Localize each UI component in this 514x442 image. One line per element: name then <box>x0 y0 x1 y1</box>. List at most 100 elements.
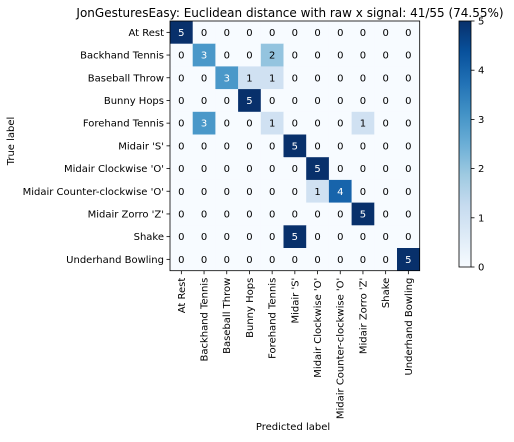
matrix-cell <box>238 111 262 135</box>
cell-value-label: 0 <box>178 187 184 198</box>
matrix-cell <box>192 111 216 135</box>
cell-value-label: 5 <box>292 141 298 152</box>
cell-value-label: 0 <box>246 164 252 175</box>
matrix-cell <box>397 89 420 113</box>
cell-value-label: 0 <box>178 73 184 84</box>
matrix-cell <box>260 179 284 203</box>
matrix-cell <box>170 179 193 203</box>
matrix-cell <box>170 248 193 271</box>
cell-value-label: 0 <box>292 187 298 198</box>
matrix-cell <box>351 43 375 67</box>
cell-value-label: 0 <box>314 119 320 130</box>
cell-value-label: 0 <box>246 51 252 62</box>
matrix-plot-area: 5 0 0 0 0 0 0 0 0 0 0 0 3 0 0 2 0 0 0 0 0 0 0 0 3 1 1 0 0 0 0 0 0 0 0 0 5 0 0 0… <box>23 20 421 419</box>
colorbar-tick-label: 3 <box>478 115 484 126</box>
matrix-cell <box>215 157 239 181</box>
cell-value-label: 0 <box>224 96 230 107</box>
matrix-cell <box>238 225 262 249</box>
cell-value-label: 0 <box>201 96 207 107</box>
matrix-cell <box>238 134 262 158</box>
matrix-cell <box>215 248 239 271</box>
colorbar-tick-label: 5 <box>478 17 484 28</box>
cell-value-label: 0 <box>224 209 230 220</box>
matrix-cell <box>374 21 398 44</box>
matrix-cell <box>328 157 352 181</box>
matrix-cell <box>306 248 330 271</box>
matrix-cell <box>283 111 307 135</box>
matrix-cell <box>192 21 216 44</box>
colorbar: 0 1 2 3 4 5 <box>458 17 484 274</box>
cell-value-label: 0 <box>201 73 207 84</box>
cell-value-label: 0 <box>405 73 411 84</box>
matrix-cell <box>351 179 375 203</box>
cell-value-label: 0 <box>269 209 275 220</box>
matrix-cell <box>283 179 307 203</box>
matrix-cell <box>397 43 420 67</box>
matrix-cell <box>260 43 284 67</box>
cell-value-label: 0 <box>382 119 388 130</box>
cell-value-label: 0 <box>201 141 207 152</box>
cell-value-label: 0 <box>224 51 230 62</box>
cell-value-label: 0 <box>382 187 388 198</box>
cell-value-label: 0 <box>269 232 275 243</box>
cell-value-label: 0 <box>405 164 411 175</box>
matrix-cell <box>260 202 284 226</box>
matrix-cell <box>328 89 352 113</box>
matrix-cell <box>328 248 352 271</box>
cell-value-label: 0 <box>269 187 275 198</box>
cell-value-label: 0 <box>405 28 411 39</box>
matrix-cell <box>170 134 193 158</box>
cell-value-label: 0 <box>201 28 207 39</box>
matrix-cell <box>260 157 284 181</box>
matrix-cell <box>215 43 239 67</box>
cell-value-label: 0 <box>269 164 275 175</box>
cell-value-label: 0 <box>178 119 184 130</box>
cell-value-label: 0 <box>337 28 343 39</box>
cell-value-label: 0 <box>405 51 411 62</box>
matrix-cell <box>170 43 193 67</box>
matrix-cell <box>170 21 193 44</box>
matrix-cell <box>374 43 398 67</box>
x-tick-label: Midair Counter-clockwise 'O' <box>336 278 347 419</box>
cell-value-label: 0 <box>269 141 275 152</box>
cell-value-label: 0 <box>382 141 388 152</box>
matrix-cell <box>306 225 330 249</box>
cell-value-label: 5 <box>178 28 184 39</box>
matrix-cell <box>260 66 284 90</box>
matrix-cell <box>351 89 375 113</box>
matrix-cell <box>374 157 398 181</box>
cell-value-label: 0 <box>292 209 298 220</box>
y-tick-label: Midair Counter-clockwise 'O' <box>23 187 164 198</box>
x-tick-label: At Rest <box>177 278 188 314</box>
y-tick-label: Underhand Bowling <box>66 255 164 266</box>
matrix-cell <box>215 89 239 113</box>
x-tick-label: Midair Zorro 'Z' <box>358 278 369 354</box>
cell-value-label: 0 <box>178 141 184 152</box>
cell-value-label: 0 <box>337 119 343 130</box>
x-tick-label: Forehand Tennis <box>268 278 279 359</box>
matrix-cell <box>374 89 398 113</box>
matrix-cell <box>238 179 262 203</box>
cell-value-label: 0 <box>246 28 252 39</box>
matrix-cell <box>328 179 352 203</box>
matrix-cell <box>215 179 239 203</box>
cell-value-label: 0 <box>246 209 252 220</box>
cell-value-label: 0 <box>292 96 298 107</box>
cell-value-label: 0 <box>337 255 343 266</box>
matrix-cell <box>238 248 262 271</box>
cell-value-label: 0 <box>269 255 275 266</box>
matrix-cell <box>260 225 284 249</box>
matrix-cell <box>192 225 216 249</box>
cell-value-label: 0 <box>360 164 366 175</box>
cell-value-label: 0 <box>178 255 184 266</box>
cell-value-label: 0 <box>382 96 388 107</box>
matrix-cell <box>374 248 398 271</box>
y-tick-label: Bunny Hops <box>104 96 164 107</box>
cell-value-label: 5 <box>405 255 411 266</box>
cell-value-label: 0 <box>382 232 388 243</box>
cell-value-label: 0 <box>269 96 275 107</box>
matrix-cell <box>351 157 375 181</box>
cell-value-label: 0 <box>314 73 320 84</box>
matrix-cell <box>283 43 307 67</box>
matrix-cell <box>215 66 239 90</box>
